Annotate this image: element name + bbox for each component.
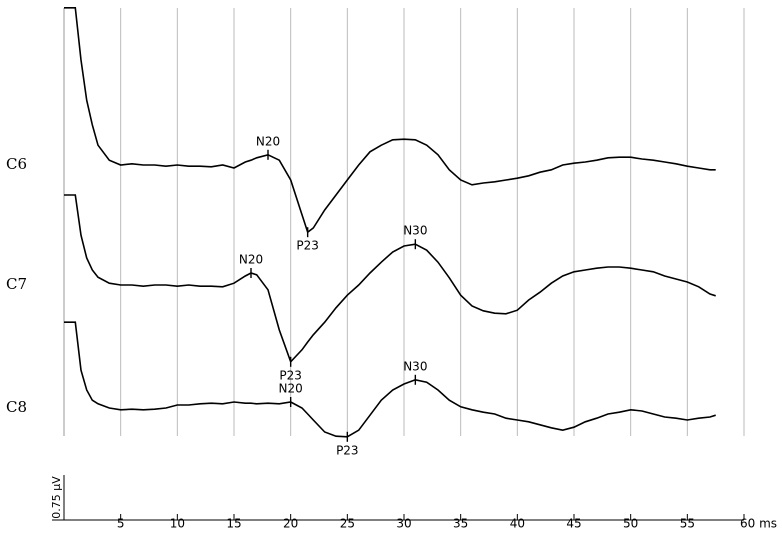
x-tick-label: 45 bbox=[566, 517, 581, 531]
peak-label: N20 bbox=[239, 253, 263, 267]
x-tick-label: 55 bbox=[680, 517, 695, 531]
x-tick-label: 5 bbox=[117, 517, 125, 531]
x-tick-label: 10 bbox=[170, 517, 185, 531]
x-tick-label: 35 bbox=[453, 517, 468, 531]
x-tick-label: 15 bbox=[226, 517, 241, 531]
x-tick-label: 60 ms bbox=[740, 517, 777, 531]
x-tick-label: 30 bbox=[396, 517, 411, 531]
peak-label: N20 bbox=[256, 134, 280, 148]
x-tick-label: 25 bbox=[340, 517, 355, 531]
peak-label: N20 bbox=[279, 382, 303, 396]
peak-label: P23 bbox=[336, 443, 359, 457]
peak-label: N30 bbox=[403, 359, 427, 373]
x-tick-label: 20 bbox=[283, 517, 298, 531]
channel-label: C8 bbox=[6, 398, 27, 416]
channel-label: C6 bbox=[6, 155, 27, 173]
peak-label: P23 bbox=[279, 368, 302, 382]
peak-label: N30 bbox=[403, 224, 427, 238]
trace bbox=[64, 321, 716, 438]
trace bbox=[64, 194, 716, 364]
channel-label: C7 bbox=[6, 275, 27, 293]
peak-label: P23 bbox=[296, 239, 319, 253]
x-tick-label: 40 bbox=[510, 517, 525, 531]
x-tick-label: 50 bbox=[623, 517, 638, 531]
scale-bar-label: 0.75 µV bbox=[50, 476, 63, 519]
trace bbox=[64, 7, 716, 234]
